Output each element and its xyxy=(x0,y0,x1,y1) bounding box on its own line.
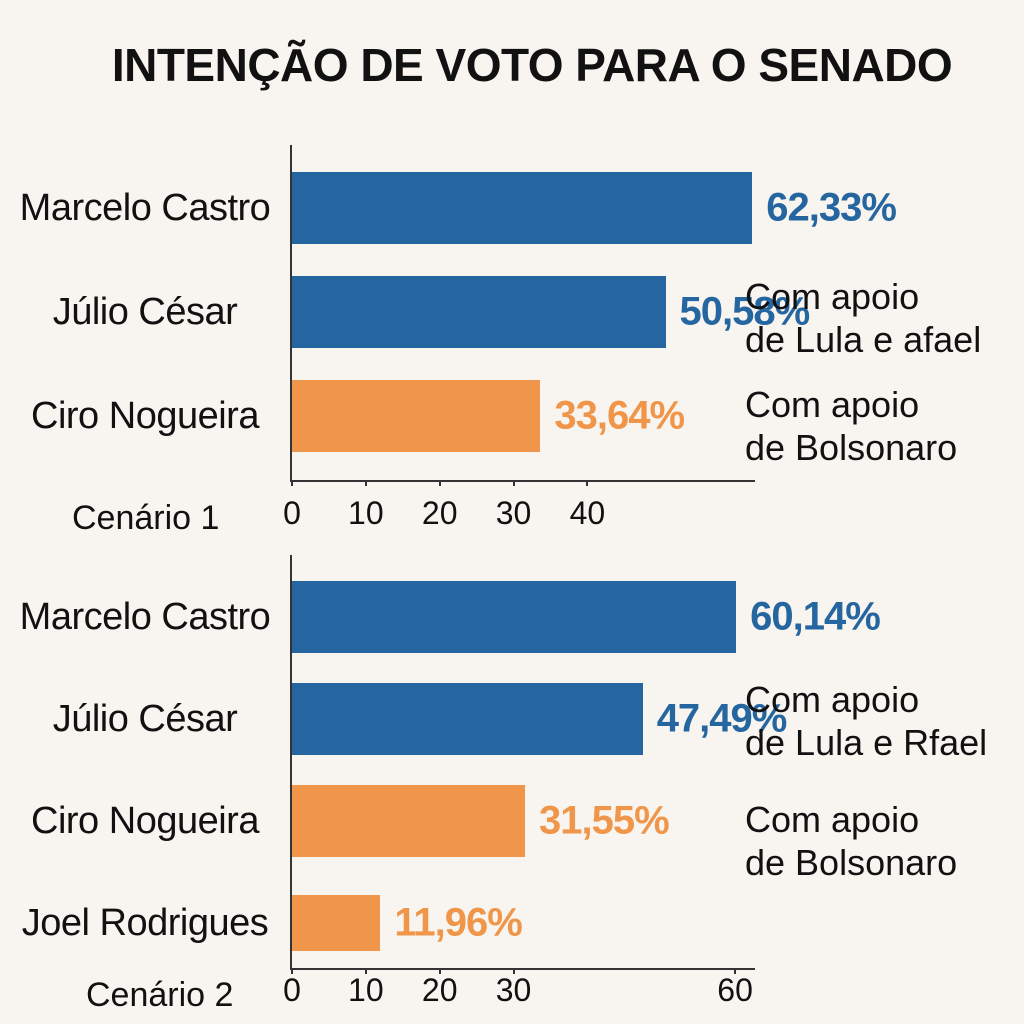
annotation: de Bolsonaro xyxy=(745,842,958,883)
x-axis xyxy=(290,480,755,482)
value-label: 11,96% xyxy=(394,900,522,945)
bar xyxy=(292,172,753,244)
bar xyxy=(292,380,541,452)
tick-mark xyxy=(291,480,293,486)
bar xyxy=(292,785,525,857)
value-label: 31,55% xyxy=(538,798,670,843)
x-tick-label: 30 xyxy=(495,972,532,1008)
bar xyxy=(292,581,737,653)
annotation: de Bolsonaro xyxy=(745,427,958,468)
value-label: 62,33% xyxy=(766,185,897,230)
annotation: Com apoio xyxy=(745,276,920,317)
value-label: 33,64% xyxy=(554,393,685,438)
value-label: 47,49% xyxy=(656,696,788,741)
x-tick-label: 10 xyxy=(348,972,384,1008)
scenario-label: Cenário 2 xyxy=(86,976,234,1014)
x-tick-label: 0 xyxy=(283,495,301,531)
tick-mark xyxy=(438,968,441,974)
x-tick-label: 0 xyxy=(283,972,301,1008)
tick-mark xyxy=(364,968,367,974)
x-tick-label: 20 xyxy=(421,972,458,1008)
value-label: 50,58% xyxy=(679,289,811,334)
category-label: Marcelo Castro xyxy=(19,187,271,229)
category-label: Joel Rodrigues xyxy=(21,902,269,944)
annotation: Com apoio xyxy=(745,679,920,720)
scenario-label: Cenário 1 xyxy=(72,499,220,537)
tick-mark xyxy=(734,968,737,974)
category-label: Júlio César xyxy=(52,698,238,740)
annotation: de Lula e afael xyxy=(745,319,982,360)
annotation: Com apoio xyxy=(745,799,920,840)
x-tick-label: 60 xyxy=(717,972,753,1008)
y-axis xyxy=(290,555,292,968)
tick-mark xyxy=(512,968,515,974)
annotation: de Lula e Rfael xyxy=(745,722,988,763)
x-tick-label: 30 xyxy=(495,495,532,531)
tick-mark xyxy=(438,480,441,486)
bar xyxy=(292,895,381,951)
x-tick-label: 40 xyxy=(569,495,606,531)
y-axis xyxy=(290,145,292,480)
x-axis xyxy=(290,968,755,970)
bar xyxy=(292,276,666,348)
x-tick-label: 20 xyxy=(421,495,458,531)
tick-mark xyxy=(364,480,367,486)
tick-mark xyxy=(291,968,293,974)
value-label: 60,14% xyxy=(750,594,881,639)
bar xyxy=(292,683,643,755)
category-label: Ciro Nogueira xyxy=(31,395,259,437)
annotation: Com apoio xyxy=(745,384,920,425)
category-label: Júlio César xyxy=(52,291,238,333)
chart-title: INTENÇÃO DE VOTO PARA O SENADO xyxy=(111,39,953,91)
tick-mark xyxy=(512,480,515,486)
x-tick-label: 10 xyxy=(348,495,384,531)
tick-mark xyxy=(586,480,589,486)
category-label: Marcelo Castro xyxy=(19,596,271,638)
category-label: Ciro Nogueira xyxy=(31,800,259,842)
